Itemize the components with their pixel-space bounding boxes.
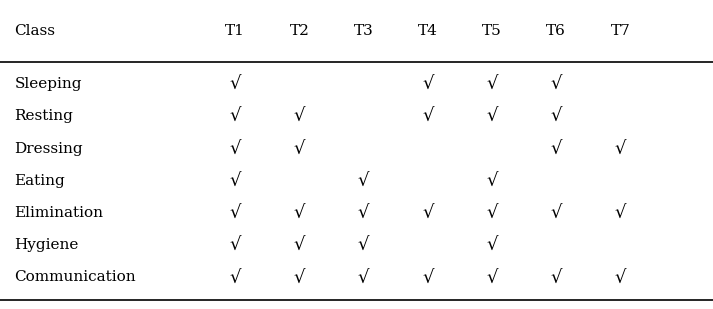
Text: √: √ bbox=[358, 172, 369, 190]
Text: T4: T4 bbox=[418, 24, 438, 38]
Text: Class: Class bbox=[14, 24, 56, 38]
Text: T6: T6 bbox=[546, 24, 566, 38]
Text: √: √ bbox=[230, 172, 241, 190]
Text: √: √ bbox=[486, 236, 498, 254]
Text: √: √ bbox=[486, 269, 498, 286]
Text: Eating: Eating bbox=[14, 174, 65, 188]
Text: √: √ bbox=[294, 269, 305, 286]
Text: √: √ bbox=[550, 140, 562, 158]
Text: √: √ bbox=[230, 107, 241, 125]
Text: √: √ bbox=[230, 75, 241, 93]
Text: √: √ bbox=[358, 269, 369, 286]
Text: Elimination: Elimination bbox=[14, 206, 103, 220]
Text: √: √ bbox=[230, 140, 241, 158]
Text: √: √ bbox=[615, 204, 626, 222]
Text: √: √ bbox=[294, 140, 305, 158]
Text: √: √ bbox=[550, 269, 562, 286]
Text: √: √ bbox=[358, 236, 369, 254]
Text: √: √ bbox=[230, 269, 241, 286]
Text: Communication: Communication bbox=[14, 270, 136, 285]
Text: √: √ bbox=[615, 269, 626, 286]
Text: √: √ bbox=[615, 140, 626, 158]
Text: T2: T2 bbox=[289, 24, 309, 38]
Text: √: √ bbox=[422, 107, 434, 125]
Text: √: √ bbox=[486, 204, 498, 222]
Text: √: √ bbox=[486, 107, 498, 125]
Text: √: √ bbox=[358, 204, 369, 222]
Text: √: √ bbox=[422, 204, 434, 222]
Text: √: √ bbox=[550, 75, 562, 93]
Text: Dressing: Dressing bbox=[14, 142, 83, 155]
Text: √: √ bbox=[550, 204, 562, 222]
Text: √: √ bbox=[422, 269, 434, 286]
Text: T7: T7 bbox=[610, 24, 630, 38]
Text: √: √ bbox=[486, 75, 498, 93]
Text: Hygiene: Hygiene bbox=[14, 238, 78, 252]
Text: Sleeping: Sleeping bbox=[14, 77, 82, 91]
Text: √: √ bbox=[294, 204, 305, 222]
Text: √: √ bbox=[294, 107, 305, 125]
Text: √: √ bbox=[486, 172, 498, 190]
Text: T1: T1 bbox=[225, 24, 245, 38]
Text: √: √ bbox=[422, 75, 434, 93]
Text: T5: T5 bbox=[482, 24, 502, 38]
Text: Resting: Resting bbox=[14, 109, 73, 123]
Text: √: √ bbox=[550, 107, 562, 125]
Text: T3: T3 bbox=[354, 24, 374, 38]
Text: √: √ bbox=[230, 204, 241, 222]
Text: √: √ bbox=[294, 236, 305, 254]
Text: √: √ bbox=[230, 236, 241, 254]
